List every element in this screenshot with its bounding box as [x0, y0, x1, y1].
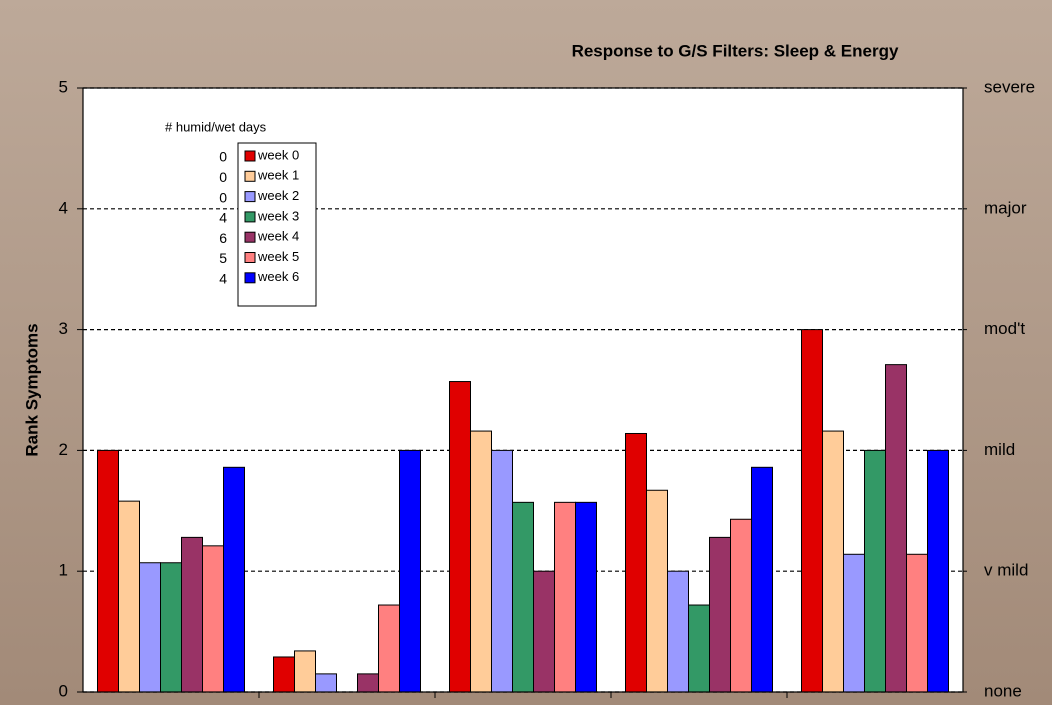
bar [273, 656, 295, 693]
bar [533, 570, 555, 693]
legend-label: week 6 [257, 269, 299, 284]
axes: 0 1 2 3 4 5 none v mild mild mod't major severe [59, 77, 1036, 700]
bar [688, 604, 710, 693]
legend-swatch [244, 211, 256, 223]
y-tick-label: 5 [59, 77, 68, 96]
y2-tick-label: v mild [984, 561, 1028, 580]
plot-border [82, 87, 964, 693]
legend-box [237, 142, 317, 307]
bar [491, 449, 513, 693]
bar [885, 364, 907, 693]
legend-annotation-value: 5 [219, 250, 227, 266]
legend-annotation-value: 0 [219, 169, 227, 185]
bar [470, 430, 492, 693]
bar [822, 430, 844, 693]
bar [294, 650, 316, 693]
bar [751, 466, 773, 693]
legend-annotation-value: 0 [219, 149, 227, 165]
chart-title: Response to G/S Filters: Sleep & Energy [572, 41, 899, 60]
bar [399, 449, 421, 693]
bar [97, 449, 119, 693]
bar [864, 449, 886, 693]
legend-swatch [244, 272, 256, 284]
y2-tick-label: mild [984, 440, 1015, 459]
bar [709, 536, 731, 693]
legend-label: week 5 [257, 249, 299, 264]
bar [575, 501, 597, 693]
legend-annotation-value: 0 [219, 189, 227, 205]
legend-swatch [244, 150, 256, 162]
y-tick-label: 3 [59, 319, 68, 338]
bar [357, 673, 379, 693]
legend-label: week 1 [257, 168, 299, 183]
bar [801, 329, 823, 693]
legend-label: week 2 [257, 188, 299, 203]
legend-swatch [244, 191, 256, 203]
bar [927, 449, 949, 693]
y2-tick-label: major [984, 198, 1027, 217]
legend-swatch [244, 170, 256, 182]
bar [843, 553, 865, 693]
bar [315, 673, 337, 693]
bar [449, 381, 471, 693]
legend: # humid/wet days week 0 0 week 1 0 week 2 0 we… [165, 119, 317, 307]
legend-annotation-value: 6 [219, 230, 227, 246]
y2-tick-label: none [984, 681, 1022, 700]
legend-label: week 3 [257, 208, 299, 223]
legend-label: week 4 [257, 229, 299, 244]
y-tick-label: 0 [59, 681, 68, 700]
legend-annotation-value: 4 [219, 210, 227, 226]
bar [730, 518, 752, 693]
legend-label: week 0 [257, 147, 299, 162]
bar [223, 466, 245, 693]
legend-annotation-title: # humid/wet days [165, 119, 267, 134]
y-axis-label: Rank Symptoms [22, 323, 41, 456]
bar [646, 489, 668, 693]
legend-swatch [244, 252, 256, 263]
bar [378, 604, 400, 693]
bar [625, 432, 647, 693]
bar [181, 536, 203, 693]
legend-swatch [244, 231, 256, 243]
bar [118, 500, 140, 693]
bar [667, 570, 689, 693]
bar [139, 562, 161, 693]
y2-tick-label: severe [984, 77, 1035, 96]
y-tick-label: 2 [59, 440, 68, 459]
bar [512, 501, 534, 693]
y2-tick-label: mod't [984, 319, 1025, 338]
y-tick-label: 4 [59, 198, 68, 217]
bar [554, 501, 576, 693]
bars [97, 329, 949, 693]
bar [202, 545, 224, 693]
bar [906, 553, 928, 693]
legend-annotation-value: 4 [219, 271, 227, 287]
y-tick-label: 1 [59, 561, 68, 580]
bar [160, 562, 182, 693]
